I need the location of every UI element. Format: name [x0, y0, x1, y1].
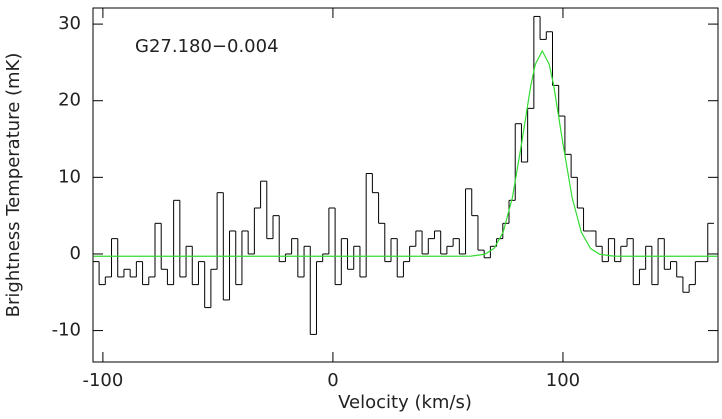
- y-tick-label: 0: [70, 243, 81, 264]
- y-tick-label: 10: [58, 166, 81, 187]
- x-tick-label: 100: [546, 370, 580, 391]
- fit-line: [93, 49, 718, 257]
- x-tick-label: 0: [327, 370, 338, 391]
- y-tick-label: 30: [58, 13, 81, 34]
- y-tick-label: 20: [58, 90, 81, 111]
- annotation: G27.180−0.004: [135, 36, 279, 57]
- y-tick-label: -10: [52, 320, 81, 341]
- plot-frame: [92, 7, 719, 363]
- y-axis-label: Brightness Temperature (mK): [3, 53, 24, 318]
- x-tick-label: -100: [82, 370, 123, 391]
- x-axis-label: Velocity (km/s): [338, 392, 472, 413]
